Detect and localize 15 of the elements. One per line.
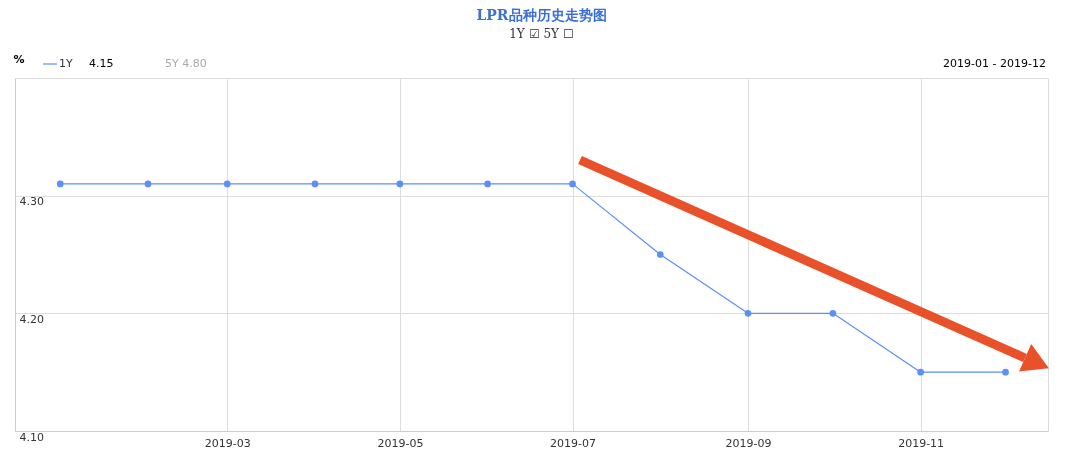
y-axis-title: %	[13, 52, 25, 66]
x-tick-label: 2019-11	[898, 436, 945, 450]
x-tick-label: 2019-09	[725, 436, 772, 450]
chart-subtitle: 1Y ☑ 5Y ☐	[509, 27, 574, 41]
text: 4.15	[89, 57, 114, 70]
text: 2019-01 - 2019-12	[943, 57, 1046, 70]
legend-label: 1Y	[59, 57, 73, 70]
y-tick-label: 4.20	[19, 312, 44, 326]
x-tick-label: 2019-07	[550, 436, 597, 450]
y-tick-label: 4.10	[19, 430, 44, 444]
text: 5Y 4.80	[165, 57, 207, 70]
x-tick-label: 2019-05	[377, 436, 424, 450]
x-tick-label: 2019-03	[204, 436, 251, 450]
chart-title: LPR品种历史走势图	[476, 7, 607, 23]
y-tick-label: 4.30	[19, 195, 44, 209]
